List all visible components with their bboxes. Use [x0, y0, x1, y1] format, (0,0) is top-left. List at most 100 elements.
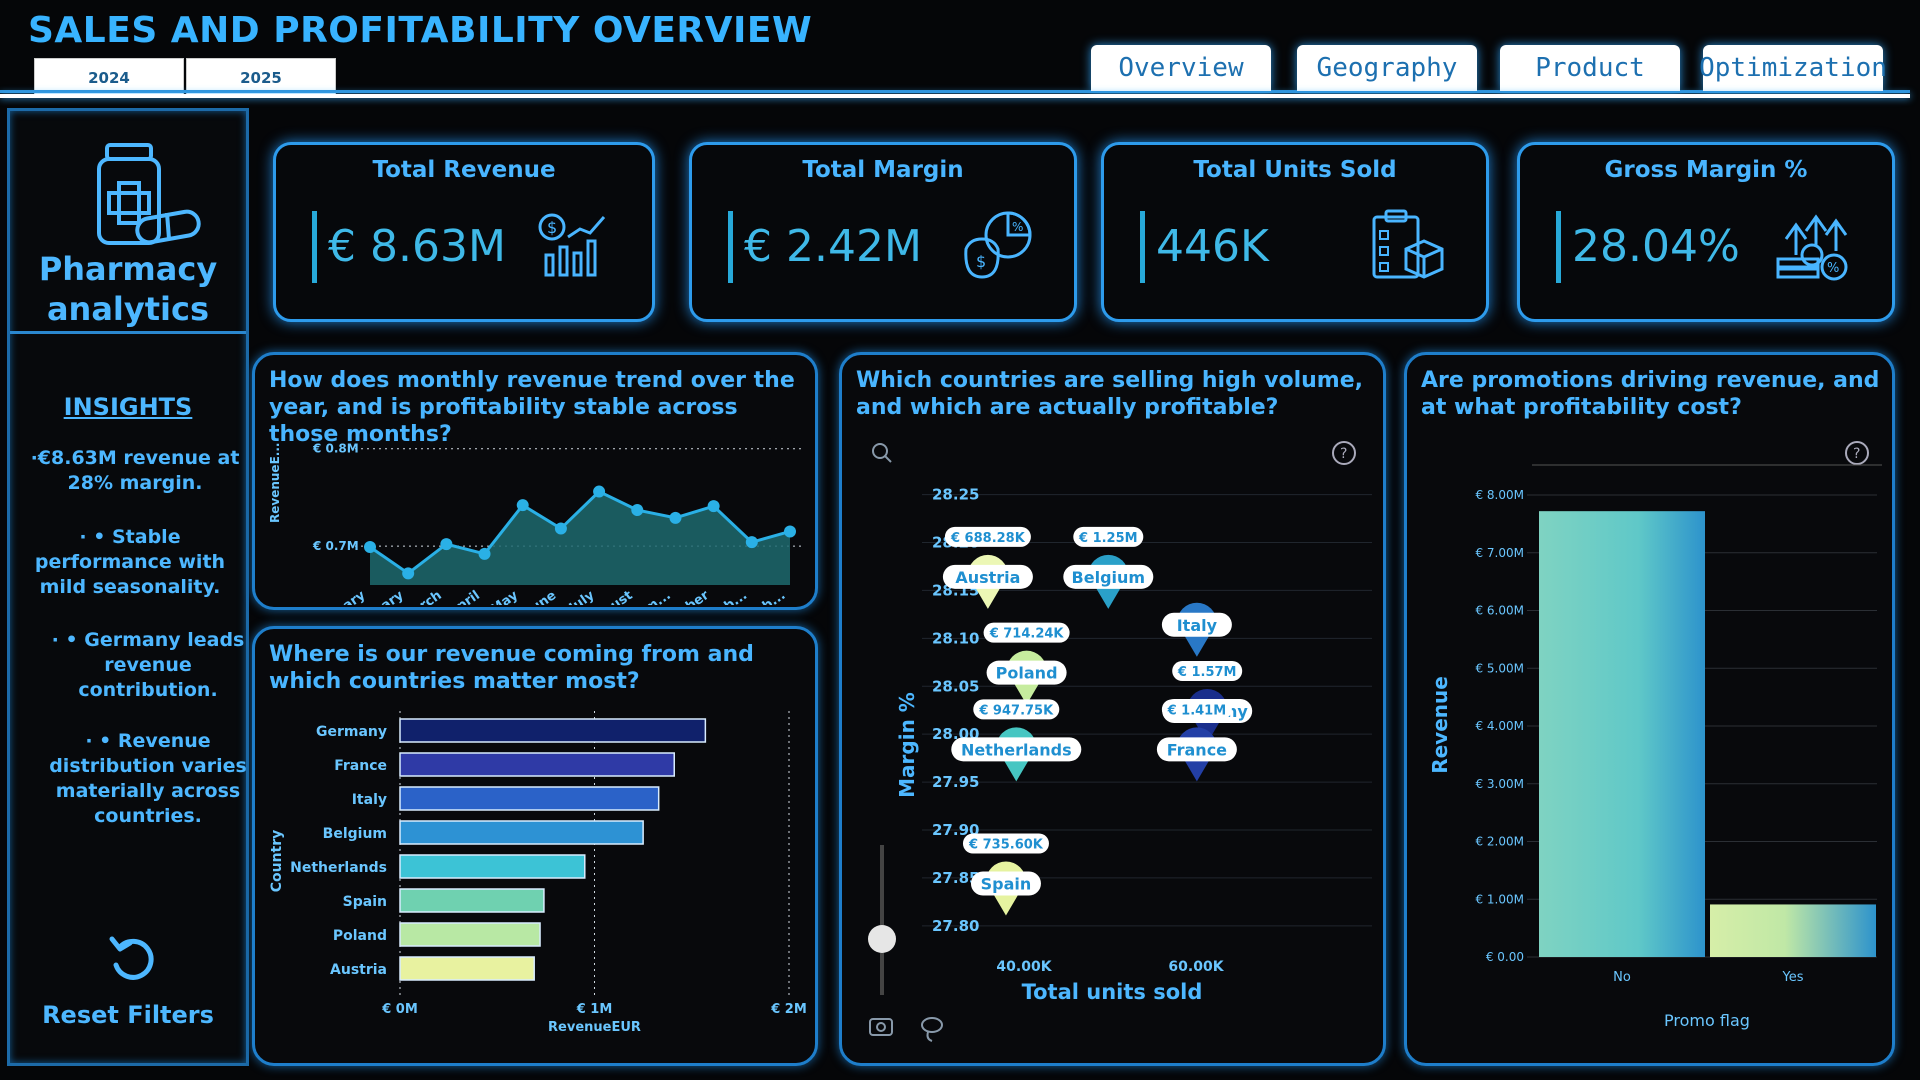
- country-revenue-panel: Where is our revenue coming from and whi…: [252, 626, 818, 1066]
- lasso-icon[interactable]: [921, 1017, 943, 1042]
- help-icon[interactable]: ?: [1845, 441, 1869, 465]
- scatter-point-austria[interactable]: Austria € 688.28K: [942, 526, 1033, 609]
- y-tick-label: 28.10: [932, 629, 979, 647]
- monthly-revenue-area-chart[interactable]: € 0.7M€ 0.8MRevenueE...JanuaryFebruaryMa…: [255, 425, 815, 605]
- point-label: Italy: [1177, 616, 1218, 635]
- y-tick-label: € 1.00M: [1475, 892, 1524, 906]
- bar: [399, 820, 644, 845]
- revenue-tag-bg: [1073, 526, 1144, 547]
- y-tick-label: € 0.00: [1486, 950, 1524, 964]
- data-point: [745, 536, 758, 549]
- svg-text:?: ?: [1853, 446, 1860, 462]
- bar: [399, 786, 660, 811]
- camera-icon[interactable]: [869, 1018, 893, 1036]
- tab-optimization[interactable]: Optimization: [1699, 45, 1887, 91]
- y-tick-label: € 3.00M: [1475, 777, 1524, 791]
- kpi-value: 446K: [1156, 221, 1269, 272]
- point-label-bg: [986, 660, 1067, 685]
- point-label: Spain: [981, 875, 1032, 894]
- y-tick-label: Italy: [352, 792, 387, 808]
- bar: [1539, 511, 1705, 957]
- money-bag-pie-icon: $ %: [964, 211, 1032, 279]
- data-point: [364, 541, 376, 554]
- bar: [399, 752, 675, 777]
- data-point: [707, 500, 720, 513]
- kpi-value: 28.04%: [1572, 221, 1740, 272]
- y-tick-label: Austria: [330, 962, 387, 978]
- clipboard-boxes-icon: [1372, 209, 1444, 279]
- area-fill: [370, 491, 790, 585]
- kpi-title: Total Margin: [802, 157, 964, 183]
- scatter-point-belgium[interactable]: Belgium € 1.25M: [1063, 526, 1154, 609]
- panel-title: Where is our revenue coming from and whi…: [269, 642, 754, 694]
- bar: [399, 718, 707, 743]
- bar: [399, 956, 535, 981]
- revenue-tag-bg: [944, 526, 1031, 547]
- y-tick-label: Netherlands: [290, 860, 387, 876]
- tab-product[interactable]: Product: [1500, 45, 1680, 91]
- units-vs-margin-scatter-chart[interactable]: ?27.8027.8527.9027.9528.0028.0528.1028.1…: [842, 425, 1383, 1065]
- revenue-tag: € 688.28K: [950, 531, 1026, 546]
- x-tick-label: € 0M: [381, 1002, 418, 1017]
- tab-geography[interactable]: Geography: [1297, 45, 1477, 91]
- y-tick-label: Spain: [343, 894, 387, 910]
- revenue-tag-bg: [1172, 661, 1243, 681]
- y-tick-label: € 7.00M: [1475, 546, 1524, 560]
- data-point: [631, 504, 644, 517]
- kpi-value: € 8.63M: [328, 221, 506, 272]
- panel-title: Which countries are selling high volume,…: [856, 368, 1364, 420]
- country-revenue-bar-chart[interactable]: Germany France Italy Belgium Netherlands Spai…: [255, 701, 815, 1063]
- panel-title: Are promotions driving revenue, and at w…: [1421, 368, 1880, 420]
- point-label-bg: [1063, 564, 1154, 589]
- point-label: Belgium: [1072, 568, 1146, 587]
- y-tick-label: Belgium: [323, 826, 387, 842]
- y-tick-label: France: [334, 758, 387, 774]
- reset-filters-button[interactable]: Reset Filters: [42, 1001, 214, 1029]
- tab-overview[interactable]: Overview: [1091, 45, 1271, 91]
- y-tick-label: € 0.7M: [312, 539, 359, 553]
- x-tick-label: No: [1613, 970, 1631, 985]
- promo-revenue-bar-chart[interactable]: ? € 0.00 € 1.00M € 2.00M € 3.00M € 4.00M € 5.0…: [1407, 425, 1892, 1065]
- x-axis-label: Promo flag: [1664, 1011, 1750, 1030]
- kpi-total-revenue: Total Revenue € 8.63M $: [273, 142, 655, 322]
- data-point: [669, 511, 682, 524]
- x-axis-label: Total units sold: [1022, 980, 1203, 1004]
- sidebar: Pharmacy analytics INSIGHTS ·€8.63M reve…: [7, 108, 249, 1066]
- scatter-point-france[interactable]: France € 1.41M: [1156, 699, 1237, 782]
- y-tick-label: € 0.8M: [312, 442, 359, 456]
- revenue-tag-bg: [1161, 699, 1232, 720]
- point-label-bg: [942, 564, 1033, 589]
- bar: [399, 922, 541, 947]
- kpi-title: Gross Margin %: [1604, 157, 1808, 183]
- scatter-point-italy[interactable]: Italy: [1161, 602, 1232, 657]
- bar: [399, 888, 545, 913]
- data-point: [784, 525, 796, 538]
- scatter-point-spain[interactable]: Spain € 735.60K: [962, 833, 1049, 916]
- svg-text:?: ?: [1340, 446, 1347, 462]
- page-title: SALES AND PROFITABILITY OVERVIEW: [28, 10, 813, 51]
- zoom-slider-handle[interactable]: [868, 925, 896, 953]
- pharmacy-bottle-icon: [97, 143, 201, 245]
- kpi-gross-margin: Gross Margin % 28.04% %: [1517, 142, 1895, 322]
- revenue-tag: € 1.25M: [1078, 531, 1138, 546]
- kpi-accent-bar: [312, 211, 317, 283]
- data-point: [554, 522, 567, 535]
- y-tick-label: Poland: [333, 928, 387, 944]
- point-label: Netherlands: [961, 740, 1072, 759]
- y-axis-label: Margin %: [895, 692, 919, 798]
- reset-icon[interactable]: [106, 933, 160, 987]
- x-tick-label: 40.00K: [996, 959, 1052, 975]
- kpi-accent-bar: [728, 211, 733, 283]
- insight-item-2: · • Stable performance with mild seasona…: [34, 526, 226, 598]
- kpi-accent-bar: [1556, 211, 1561, 283]
- point-label: Poland: [996, 664, 1058, 683]
- data-point: [440, 538, 453, 551]
- x-tick-label: May: [488, 588, 521, 605]
- growth-coins-icon: %: [1776, 214, 1848, 281]
- zoom-out-icon[interactable]: [872, 443, 892, 463]
- scatter-point-poland[interactable]: Poland € 714.24K: [983, 622, 1070, 705]
- help-icon[interactable]: ?: [1332, 441, 1356, 465]
- revenue-tag: € 735.60K: [968, 838, 1044, 853]
- svg-text:%: %: [1012, 220, 1023, 234]
- scatter-point-netherlands[interactable]: Netherlands € 947.75K: [951, 699, 1082, 782]
